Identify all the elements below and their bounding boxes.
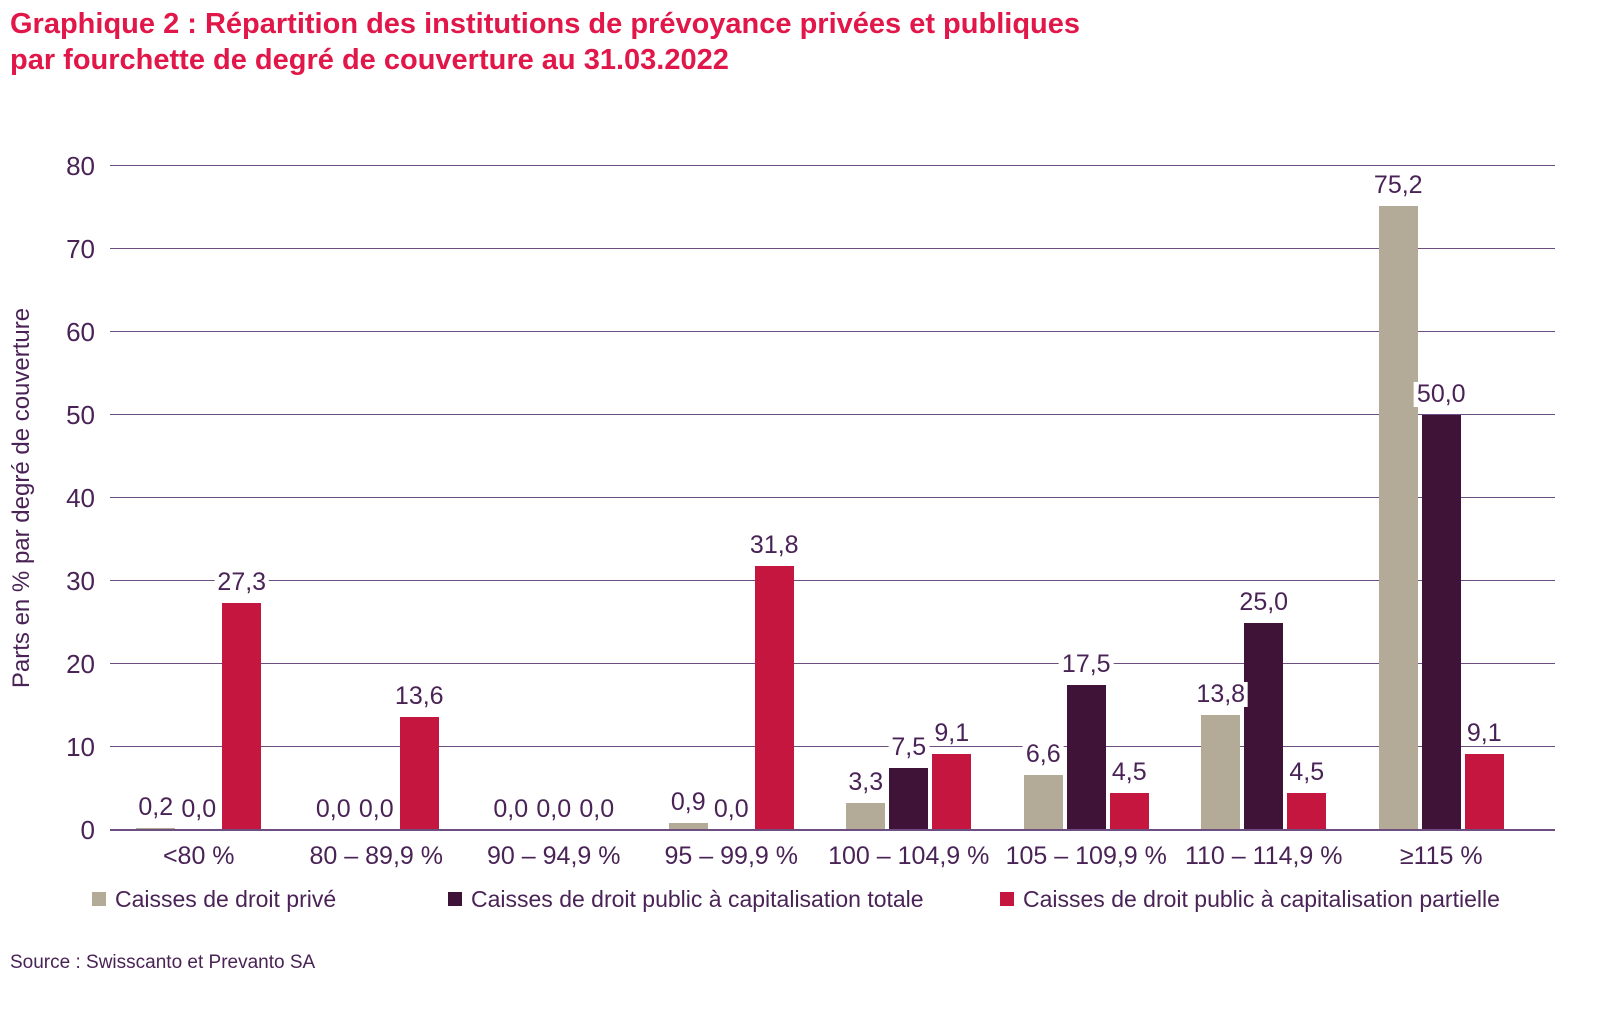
gridline (110, 414, 1555, 415)
bar-value-label: 3,3 (845, 769, 887, 795)
bar (1109, 792, 1149, 830)
legend-label: Caisses de droit privé (115, 885, 337, 912)
bar-group: 3,3 7,5 9,1 (820, 166, 998, 830)
y-tick-label: 20 (66, 649, 95, 679)
x-axis-label: 100 – 104,9 % (828, 842, 990, 870)
bar-group: 0,2 0,0 27,3 (110, 166, 288, 830)
legend-swatch-icon (92, 892, 106, 906)
x-axis-label: 80 – 89,9 % (309, 842, 443, 870)
bar-value-label: 75,2 (1370, 172, 1426, 198)
legend-item: Caisses de droit public à capitalisation… (448, 884, 924, 914)
bar-value-label: 25,0 (1236, 589, 1292, 615)
bar-value-label: 13,6 (391, 684, 447, 710)
y-tick-label: 60 (66, 317, 95, 347)
bar (1421, 415, 1461, 830)
legend-label: Caisses de droit public à capitalisation… (471, 885, 924, 912)
bar-value-label: 0,0 (178, 797, 220, 822)
chart-title: Graphique 2 : Répartition des institutio… (10, 6, 1080, 78)
bar-value-label: 0,0 (576, 797, 618, 822)
x-axis-label: 110 – 114,9 % (1184, 842, 1343, 870)
bar (1066, 684, 1106, 830)
bar-value-label: 0,0 (490, 797, 532, 822)
bar (1023, 775, 1063, 830)
y-tick-label: 80 (66, 151, 95, 181)
bar (932, 754, 972, 830)
bar (1287, 792, 1327, 830)
bar (1201, 715, 1241, 830)
source-text: Source : Swisscanto et Prevanto SA (10, 952, 316, 973)
bar (1378, 205, 1418, 830)
bar-group: 75,2 50,0 9,1 (1353, 166, 1531, 830)
bar-value-label: 0,0 (312, 797, 354, 822)
bar (846, 802, 886, 830)
x-axis-label: 105 – 109,9 % (1005, 842, 1167, 870)
gridline (110, 746, 1555, 747)
bar-value-label: 0,9 (667, 789, 709, 815)
legend-swatch-icon (448, 892, 462, 906)
bar-value-label: 6,6 (1022, 742, 1064, 768)
chart-title-line2: par fourchette de degré de couverture au… (10, 44, 729, 76)
plot-area: 0,2 0,0 27,3 0,0 0,0 13,6 0,0 0,0 0,0 0,9 0,0 31,8 3… (110, 165, 1555, 831)
x-axis-labels: <80 % 80 – 89,9 % 90 – 94,9 % 95 – 99,9 % 10… (110, 842, 1530, 874)
bar (399, 717, 439, 830)
bar-value-label: 9,1 (931, 721, 973, 747)
bar (889, 767, 929, 830)
bar-value-label: 0,2 (135, 795, 177, 821)
gridline (110, 331, 1555, 332)
y-tick-label: 70 (66, 234, 95, 264)
y-tick-label: 50 (66, 400, 95, 430)
bar-value-label: 17,5 (1058, 651, 1114, 677)
bar-group: 6,6 17,5 4,5 (998, 166, 1176, 830)
bar-group: 0,9 0,0 31,8 (643, 166, 821, 830)
bar-value-label: 0,0 (355, 797, 397, 822)
x-axis-label: 90 – 94,9 % (487, 842, 621, 870)
x-axis-baseline (110, 829, 1555, 831)
bar-value-label: 13,8 (1193, 682, 1249, 708)
bar (222, 603, 262, 830)
bar-value-label: 4,5 (1108, 759, 1150, 785)
bar-value-label: 31,8 (746, 533, 802, 559)
bar-value-label: 50,0 (1413, 382, 1469, 407)
y-tick-label: 0 (80, 815, 95, 845)
bar-group: 0,0 0,0 13,6 (288, 166, 466, 830)
x-axis-label: ≥115 % (1399, 842, 1483, 870)
bar (1244, 622, 1284, 830)
legend: Caisses de droit privé Caisses de droit p… (0, 884, 1600, 916)
gridline (110, 663, 1555, 664)
gridline (110, 165, 1555, 166)
bar-value-label: 7,5 (888, 734, 930, 760)
y-tick-label: 30 (66, 566, 95, 596)
legend-item: Caisses de droit privé (92, 884, 336, 914)
bar (754, 566, 794, 830)
legend-item: Caisses de droit public à capitalisation… (1000, 884, 1500, 914)
y-tick-labels: 0 10 20 30 40 50 60 70 80 (25, 151, 95, 845)
x-axis-label: <80 % (162, 842, 235, 870)
gridline (110, 248, 1555, 249)
bar (668, 822, 708, 830)
bar-value-label: 0,0 (533, 797, 575, 822)
bar-group: 13,8 25,0 4,5 (1175, 166, 1353, 830)
bar (1464, 754, 1504, 830)
gridline (110, 580, 1555, 581)
gridline (110, 497, 1555, 498)
bar-group: 0,0 0,0 0,0 (465, 166, 643, 830)
bar-value-label: 9,1 (1463, 721, 1505, 747)
bar-value-label: 4,5 (1286, 759, 1328, 785)
bar-value-label: 27,3 (214, 570, 270, 596)
y-tick-label: 40 (66, 483, 95, 513)
chart-title-line1: Graphique 2 : Répartition des institutio… (10, 8, 1080, 40)
x-axis-label: 95 – 99,9 % (664, 842, 798, 870)
y-tick-label: 10 (66, 732, 95, 762)
legend-label: Caisses de droit public à capitalisation… (1023, 885, 1500, 912)
legend-swatch-icon (1000, 892, 1014, 906)
bar-value-label: 0,0 (710, 797, 752, 822)
